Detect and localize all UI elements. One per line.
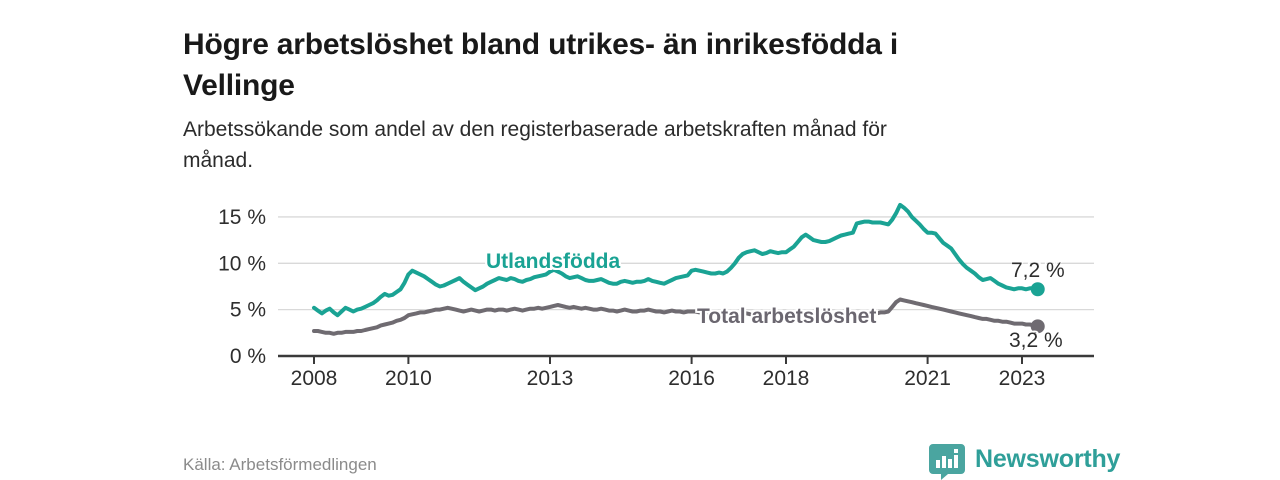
x-axis-tick-label: 2013 <box>527 367 574 390</box>
brand-logo: Newsworthy <box>928 442 1120 480</box>
x-axis-tick-label: 2008 <box>291 367 338 390</box>
x-axis-tick-label: 2021 <box>904 367 951 390</box>
series-label-utlandsfodda: Utlandsfödda <box>486 250 621 273</box>
end-value-label-utlandsfodda: 7,2 % <box>1011 259 1065 282</box>
brand-wordmark: Newsworthy <box>975 444 1121 473</box>
y-axis-tick-label: 0 % <box>230 345 266 368</box>
page-title: Högre arbetslöshet bland utrikes- än inr… <box>183 24 1143 106</box>
series-label-total-arbetsloshet: Total arbetslöshet <box>697 305 877 328</box>
x-axis-tick-label: 2010 <box>385 367 432 390</box>
source-caption: Källa: Arbetsförmedlingen <box>183 455 377 474</box>
series-line <box>312 297 1040 336</box>
newsworthy-bubble-chart-icon <box>929 444 965 480</box>
x-axis-tick-label: 2023 <box>999 367 1046 390</box>
end-value-label-total: 3,2 % <box>1009 329 1063 352</box>
x-axis-tick-label: 2018 <box>763 367 810 390</box>
chart-subtitle: Arbetssökande som andel av den registerb… <box>183 114 1023 176</box>
x-axis-tick-label: 2016 <box>668 367 715 390</box>
series-line <box>312 202 1040 318</box>
y-axis-tick-label: 5 % <box>230 299 266 322</box>
series-end-dot <box>1030 319 1045 334</box>
series-end-dot <box>1030 282 1045 297</box>
y-axis-tick-label: 15 % <box>218 206 266 229</box>
subtitle-line-2: månad. <box>183 149 254 172</box>
title-line-1: Högre arbetslöshet bland utrikes- än inr… <box>183 28 898 62</box>
subtitle-line-1: Arbetssökande som andel av den registerb… <box>183 118 887 141</box>
y-axis-tick-label: 10 % <box>218 252 266 275</box>
title-line-2: Vellinge <box>183 69 295 103</box>
